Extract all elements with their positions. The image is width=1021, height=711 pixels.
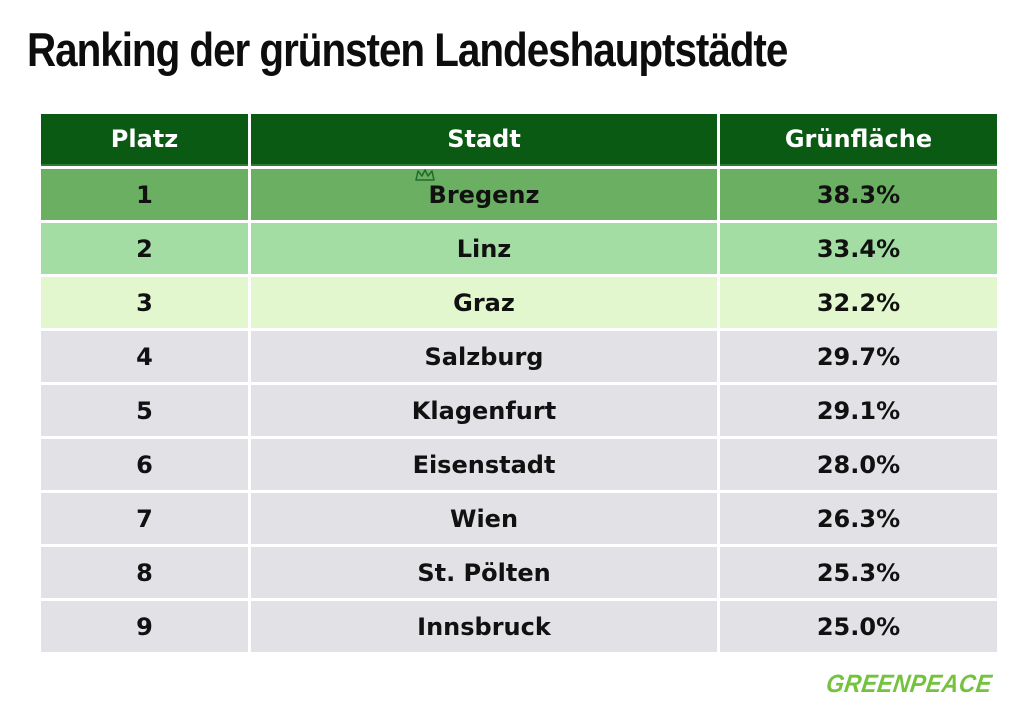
table-cell-rank: 6: [41, 439, 248, 490]
table-cell-value: 25.3%: [720, 547, 997, 598]
page-title: Ranking der grünsten Landeshauptstädte: [27, 23, 788, 76]
table-cell-rank: 5: [41, 385, 248, 436]
table-cell-city: Graz: [251, 277, 717, 328]
table-cell-rank: 2: [41, 223, 248, 274]
table-cell-value: 29.1%: [720, 385, 997, 436]
table-cell-value: 25.0%: [720, 601, 997, 652]
table-cell-value: 38.3%: [720, 169, 997, 220]
table-cell-value: 32.2%: [720, 277, 997, 328]
table-cell-rank: 3: [41, 277, 248, 328]
table-cell-city: Bregenz: [251, 169, 717, 220]
table-cell-city: St. Pölten: [251, 547, 717, 598]
table-cell-value: 29.7%: [720, 331, 997, 382]
ranking-table: Platz Stadt Grünfläche 1 Bregenz 38.3% 2 Linz 33…: [41, 114, 997, 652]
table-cell-rank: 1: [41, 169, 248, 220]
table-cell-rank: 7: [41, 493, 248, 544]
table-cell-value: 33.4%: [720, 223, 997, 274]
table-cell-city: Linz: [251, 223, 717, 274]
column-header-gruenflaeche: Grünfläche: [720, 114, 997, 166]
crown-icon: [415, 169, 435, 181]
table-cell-city: Salzburg: [251, 331, 717, 382]
table-cell-rank: 4: [41, 331, 248, 382]
column-header-stadt: Stadt: [251, 114, 717, 166]
table-cell-value: 28.0%: [720, 439, 997, 490]
table-cell-rank: 8: [41, 547, 248, 598]
table-cell-city: Innsbruck: [251, 601, 717, 652]
table-cell-rank: 9: [41, 601, 248, 652]
table-cell-value: 26.3%: [720, 493, 997, 544]
table-cell-city: Eisenstadt: [251, 439, 717, 490]
column-header-platz: Platz: [41, 114, 248, 166]
table-cell-city: Klagenfurt: [251, 385, 717, 436]
table-cell-city: Wien: [251, 493, 717, 544]
greenpeace-logo: GREENPEACE: [824, 670, 994, 698]
